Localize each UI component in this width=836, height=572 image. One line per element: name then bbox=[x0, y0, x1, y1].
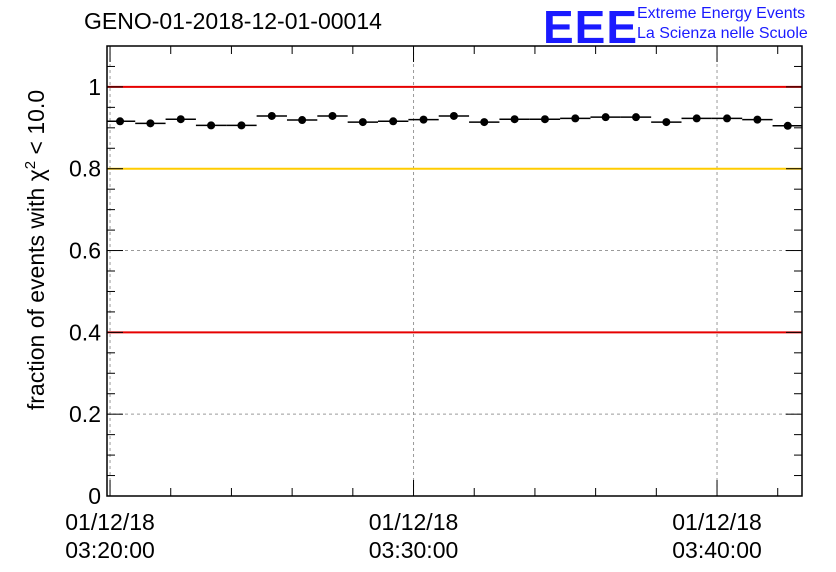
x-tick-label-time: 03:30:00 bbox=[369, 537, 459, 563]
data-point bbox=[601, 113, 610, 122]
data-point bbox=[298, 116, 307, 125]
data-point bbox=[116, 117, 125, 126]
data-point bbox=[480, 118, 489, 127]
y-tick-label: 0 bbox=[88, 483, 101, 509]
data-point bbox=[207, 121, 216, 130]
y-tick-label: 0.4 bbox=[69, 319, 101, 345]
x-tick-label-time: 03:40:00 bbox=[672, 537, 762, 563]
y-tick-label: 0.6 bbox=[69, 238, 101, 264]
chart-title: GENO-01-2018-12-01-00014 bbox=[84, 8, 382, 34]
data-point bbox=[510, 115, 519, 124]
data-point bbox=[328, 111, 337, 120]
y-tick-label: 0.2 bbox=[69, 401, 101, 427]
x-tick-label-date: 01/12/18 bbox=[369, 509, 459, 535]
data-point bbox=[146, 119, 155, 128]
data-point bbox=[449, 111, 458, 120]
y-tick-label: 0.8 bbox=[69, 156, 101, 182]
y-tick-label: 1 bbox=[88, 74, 101, 100]
x-tick-label-date: 01/12/18 bbox=[672, 509, 762, 535]
x-tick-label-date: 01/12/18 bbox=[65, 509, 155, 535]
x-tick-label-time: 03:20:00 bbox=[65, 537, 155, 563]
data-point bbox=[692, 114, 701, 123]
data-point bbox=[753, 115, 762, 124]
data-point bbox=[267, 111, 276, 120]
data-point bbox=[723, 114, 732, 123]
data-point bbox=[571, 114, 580, 123]
data-point bbox=[631, 113, 640, 122]
logo-caption-line1: Extreme Energy Events bbox=[637, 5, 806, 22]
eee-logo: EEE bbox=[543, 1, 639, 53]
data-point bbox=[389, 117, 398, 126]
data-point bbox=[662, 118, 671, 127]
data-point bbox=[176, 115, 185, 124]
data-point bbox=[783, 121, 792, 130]
logo-caption-line2: La Scienza nelle Scuole bbox=[637, 25, 808, 42]
data-point bbox=[540, 115, 549, 124]
data-point bbox=[358, 118, 367, 127]
data-point bbox=[237, 121, 246, 130]
data-point bbox=[419, 115, 428, 124]
